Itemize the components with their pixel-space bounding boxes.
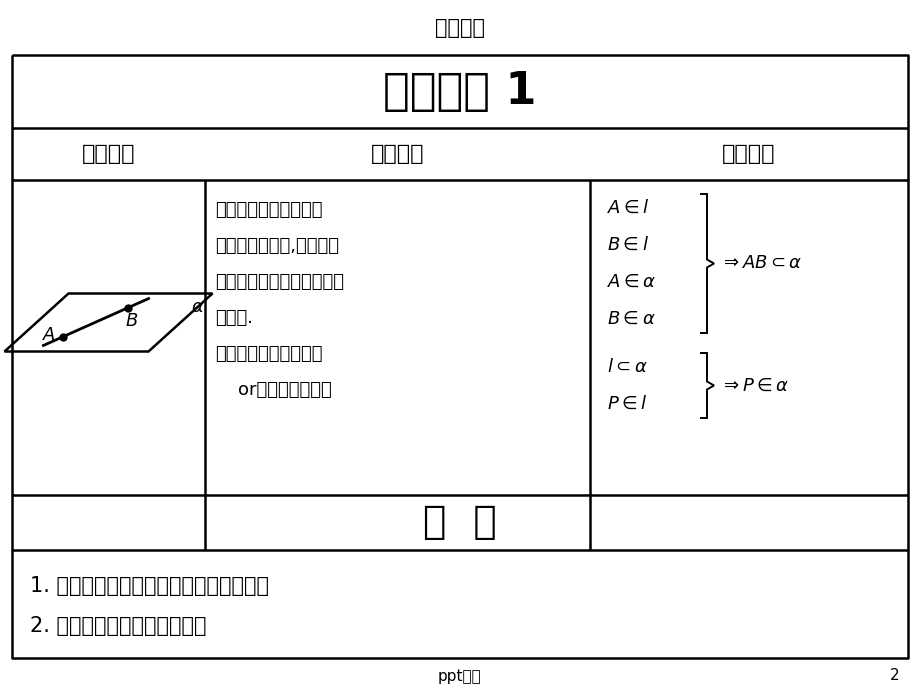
Text: 如果一条直线上的两个: 如果一条直线上的两个 — [215, 201, 323, 219]
Text: 点在一个平面内,那么这条: 点在一个平面内,那么这条 — [215, 237, 338, 255]
Text: or：平面经过直线: or：平面经过直线 — [215, 381, 332, 399]
Text: $\Rightarrow P \in \alpha$: $\Rightarrow P \in \alpha$ — [720, 377, 789, 395]
Text: $B$: $B$ — [125, 311, 138, 330]
Text: 文字语言: 文字语言 — [370, 144, 424, 164]
Text: $A \in \alpha$: $A \in \alpha$ — [607, 273, 656, 291]
Text: 2: 2 — [890, 669, 899, 684]
Text: 平面内.: 平面内. — [215, 309, 253, 327]
Text: 2. 是可以用来判定点在平面内: 2. 是可以用来判定点在平面内 — [30, 615, 206, 635]
Text: 1. 是可以用来判定一条直线是否在平面内: 1. 是可以用来判定一条直线是否在平面内 — [30, 576, 268, 596]
Text: $\alpha$: $\alpha$ — [190, 297, 204, 315]
Text: 我们说：直线在平面内: 我们说：直线在平面内 — [215, 345, 323, 363]
Text: $A \in l$: $A \in l$ — [607, 199, 649, 217]
Text: 图形语言: 图形语言 — [82, 144, 135, 164]
Text: 作  用: 作 用 — [423, 504, 496, 542]
Text: 基本性质 1: 基本性质 1 — [383, 70, 536, 113]
Text: 知识清单: 知识清单 — [435, 18, 484, 38]
Text: $l \subset \alpha$: $l \subset \alpha$ — [607, 358, 647, 376]
Text: $B \in l$: $B \in l$ — [607, 236, 648, 254]
Text: 符号语言: 符号语言 — [721, 144, 775, 164]
Text: $\Rightarrow AB \subset \alpha$: $\Rightarrow AB \subset \alpha$ — [720, 255, 801, 273]
Text: 线上的所有点都在这个平面: 线上的所有点都在这个平面 — [215, 273, 344, 291]
Text: ppt课件: ppt课件 — [437, 669, 482, 684]
Text: $P \in l$: $P \in l$ — [607, 395, 647, 413]
Text: $B \in \alpha$: $B \in \alpha$ — [607, 310, 655, 328]
Text: $A$: $A$ — [42, 326, 56, 344]
